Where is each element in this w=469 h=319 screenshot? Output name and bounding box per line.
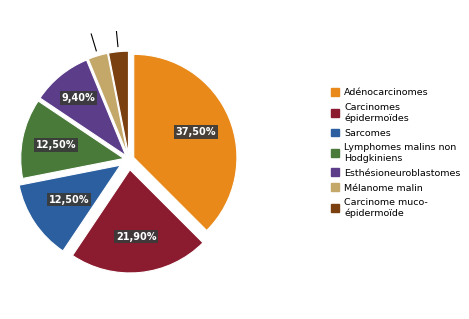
Legend: Adénocarcinomes, Carcinomes
épidermoïdes, Sarcomes, Lymphomes malins non
Hodgkin: Adénocarcinomes, Carcinomes épidermoïdes… (327, 84, 464, 222)
Wedge shape (134, 54, 237, 231)
Text: 12,50%: 12,50% (49, 195, 89, 204)
Wedge shape (21, 101, 124, 178)
Wedge shape (19, 165, 121, 251)
Wedge shape (108, 51, 129, 154)
Wedge shape (73, 170, 203, 273)
Text: 12,50%: 12,50% (36, 140, 76, 150)
Text: 9,40%: 9,40% (62, 93, 96, 103)
Text: 21,90%: 21,90% (116, 232, 157, 241)
Text: 3,10%: 3,10% (0, 318, 1, 319)
Text: 3,10%: 3,10% (0, 318, 1, 319)
Wedge shape (88, 53, 128, 155)
Text: 37,50%: 37,50% (175, 127, 216, 137)
Wedge shape (40, 60, 126, 155)
